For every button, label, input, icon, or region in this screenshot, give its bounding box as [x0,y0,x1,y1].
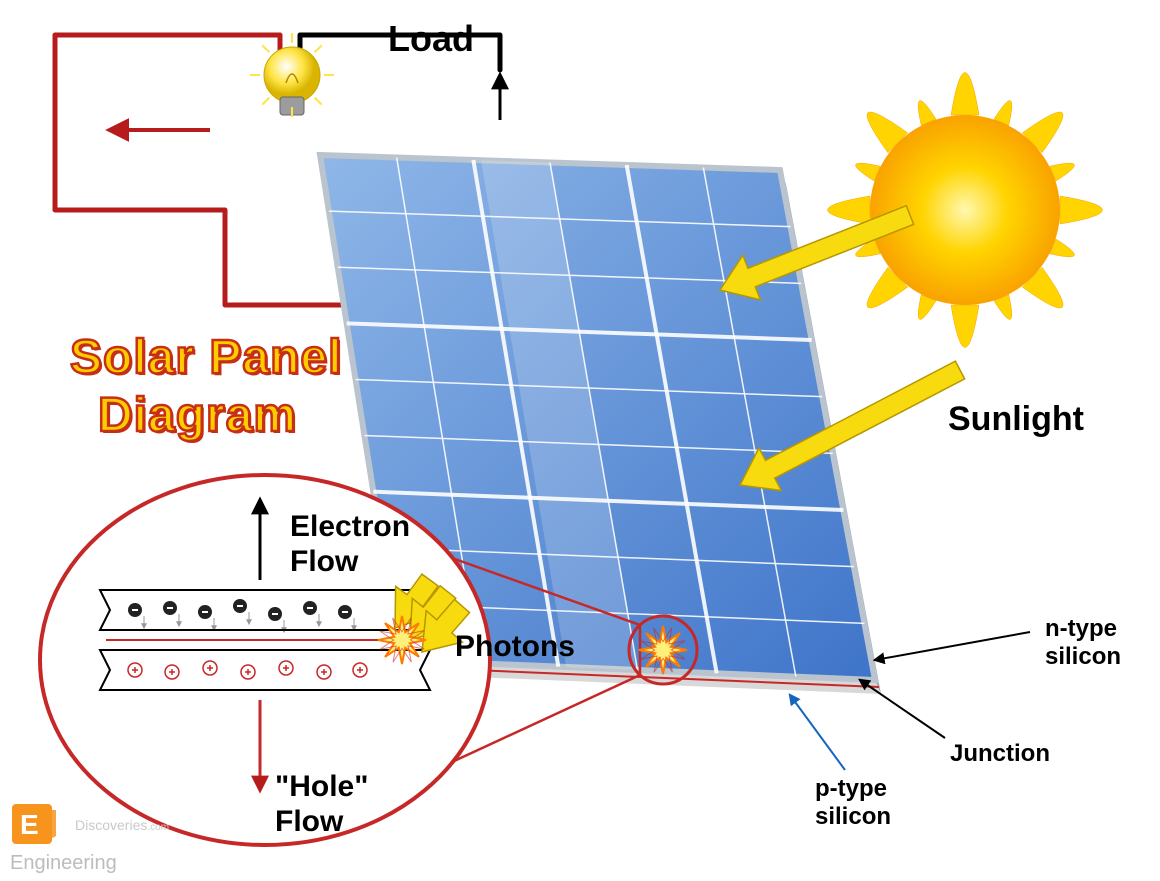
title-line-2: Diagram [98,388,297,443]
label-load: Load [388,18,474,59]
label-junction: Junction [950,740,1050,768]
label-photons: Photons [455,630,575,665]
title-line-1: Solar Panel [70,330,342,385]
label-p-type: p-typesilicon [815,775,891,830]
svg-text:E: E [20,809,39,840]
label-sunlight: Sunlight [948,400,1084,439]
watermark: E Discoveries.com Engineering [10,796,169,875]
label-n-type: n-typesilicon [1045,615,1121,670]
label-hole-flow: "Hole"Flow [275,770,368,839]
label-electron-flow: ElectronFlow [290,510,410,579]
